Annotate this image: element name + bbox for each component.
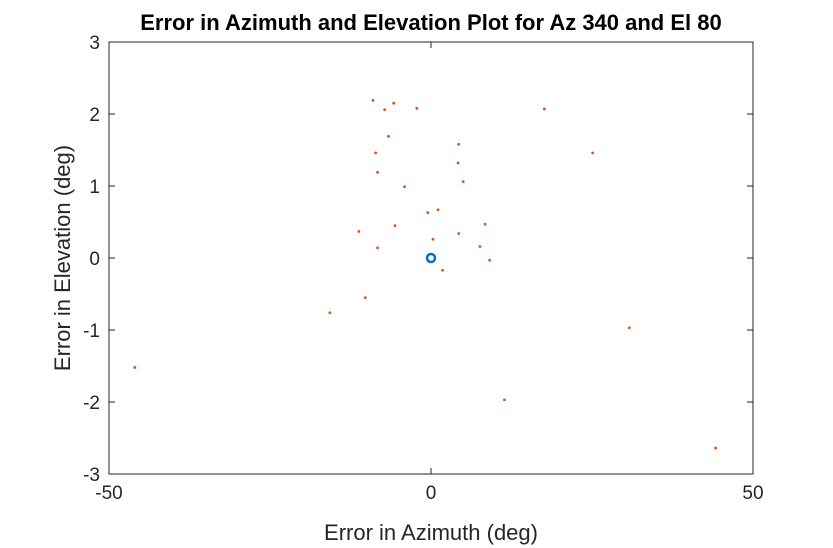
error-point (371, 98, 375, 102)
error-point (393, 224, 397, 228)
axis-ticks: -50 0 50 -3 -2 -1 0 1 2 3 (83, 33, 763, 504)
error-point (374, 151, 378, 155)
error-point (714, 446, 718, 450)
y-tick-label: 1 (89, 177, 100, 198)
y-tick-label: -2 (83, 393, 100, 414)
y-tick-label: 0 (89, 249, 100, 270)
plot-area (108, 41, 754, 475)
error-point (383, 108, 387, 112)
x-tick-label: 0 (426, 483, 437, 504)
error-point (483, 222, 487, 226)
error-point (457, 142, 461, 146)
y-tick-label: -1 (83, 321, 100, 342)
x-tick-label: 50 (742, 483, 763, 504)
error-point (478, 245, 482, 248)
error-point (415, 106, 419, 110)
y-tick-label: 2 (89, 105, 100, 126)
error-point (627, 326, 631, 330)
error-point (542, 107, 546, 111)
y-tick-label: -3 (83, 465, 100, 486)
error-point (503, 398, 506, 402)
error-point (461, 180, 465, 184)
data-marks (133, 98, 718, 450)
error-point (328, 311, 332, 315)
origin-marker (425, 252, 437, 264)
y-tick-label: 3 (89, 33, 100, 54)
error-point (387, 134, 390, 138)
error-point (441, 268, 444, 272)
x-tick-label: -50 (95, 483, 122, 504)
error-point (392, 101, 396, 105)
x-axis-label: Error in Azimuth (deg) (324, 520, 538, 545)
chart-title: Error in Azimuth and Elevation Plot for … (140, 10, 721, 35)
y-axis-label: Error in Elevation (deg) (50, 145, 75, 371)
error-point (488, 258, 492, 262)
error-point (357, 229, 361, 233)
error-point (376, 170, 379, 174)
error-point (431, 237, 435, 241)
error-point (363, 296, 367, 299)
error-point (436, 208, 440, 212)
error-point (591, 151, 595, 155)
error-point (457, 232, 461, 235)
error-point (376, 246, 379, 250)
error-point (133, 366, 137, 369)
error-point (403, 185, 406, 189)
error-point (456, 161, 460, 165)
error-point (426, 211, 430, 215)
